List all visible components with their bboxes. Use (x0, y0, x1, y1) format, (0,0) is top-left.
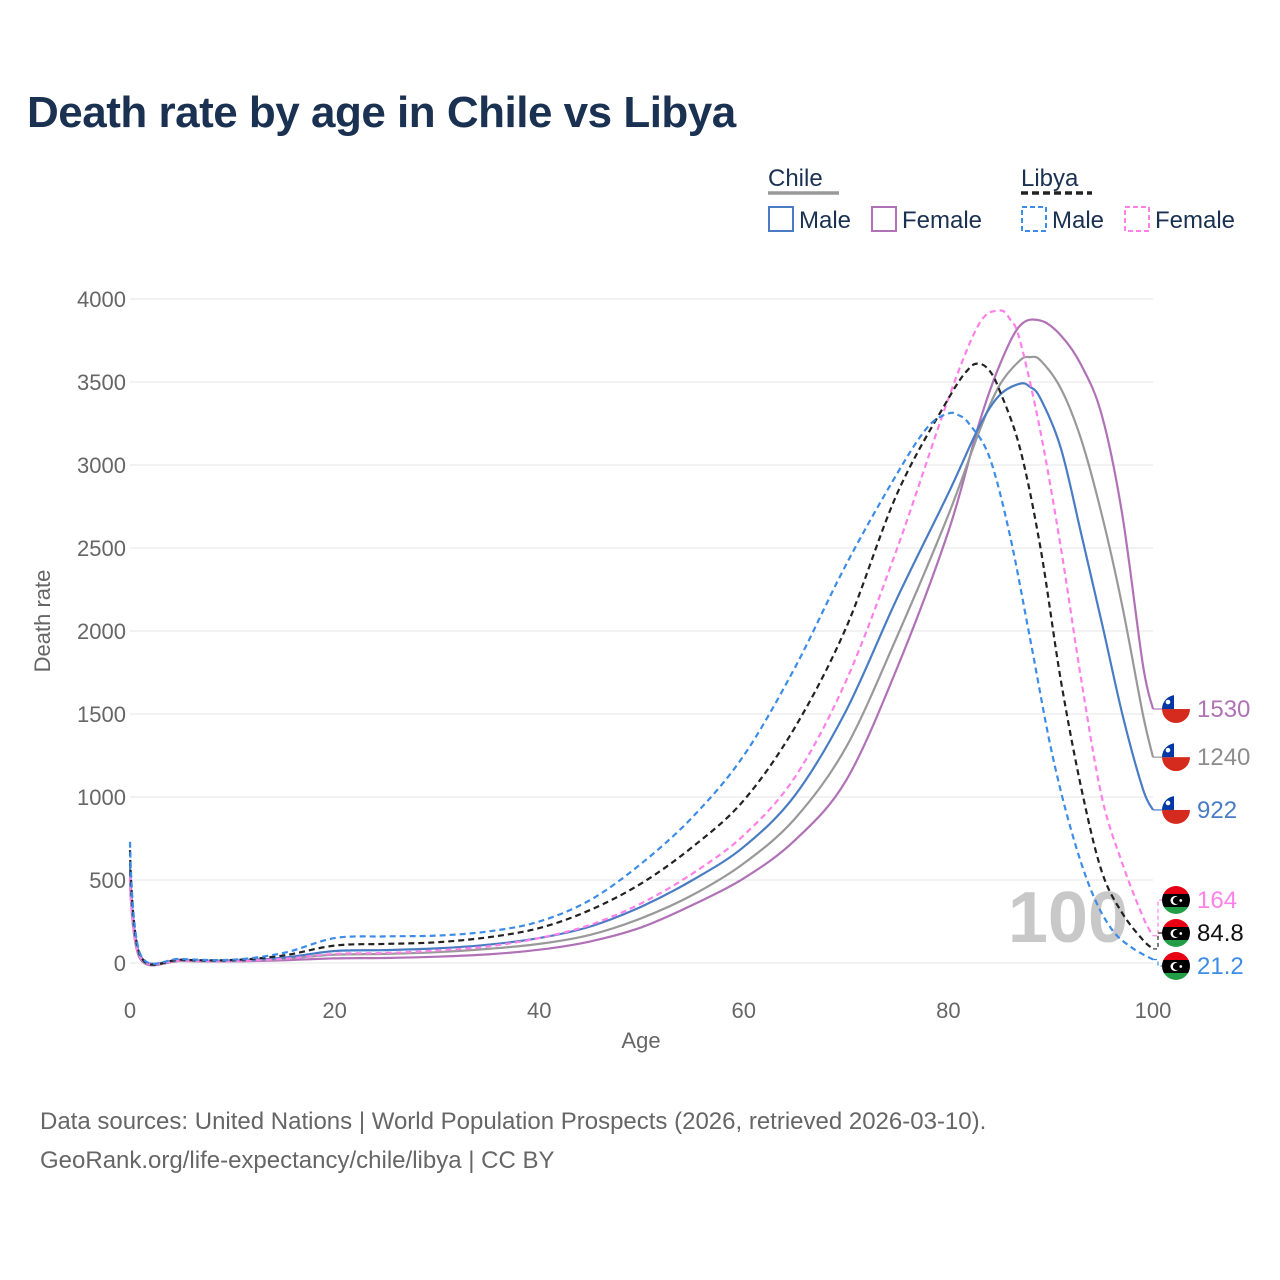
series-line-libya-female (128, 309, 1154, 966)
y-tick-label: 500 (89, 868, 126, 893)
x-tick-label: 0 (124, 998, 136, 1023)
x-axis-label: Age (621, 1028, 660, 1053)
end-value-label: 1240 (1197, 744, 1250, 771)
end-value-label: 922 (1197, 797, 1237, 824)
end-label-connector (1153, 899, 1162, 937)
end-label-connector (1153, 958, 1162, 967)
watermark-year: 100 (1008, 878, 1128, 958)
legend-item-label[interactable]: Male (799, 207, 851, 234)
y-tick-label: 1000 (77, 785, 126, 810)
end-labels: 1530 1240 922 164 84.8 21.2 (1153, 695, 1250, 980)
y-tick-label: 4000 (77, 287, 126, 312)
series-line-chile-both (128, 355, 1155, 966)
grid-lines (130, 298, 1153, 964)
legend-item-label[interactable]: Female (902, 207, 982, 234)
y-tick-label: 2500 (77, 536, 126, 561)
x-tick-label: 80 (936, 998, 960, 1023)
y-axis-ticks: 0 500 1000 1500 2000 2500 3000 3500 4000 (77, 287, 126, 976)
libya-flag-icon (1162, 919, 1190, 947)
legend-swatch[interactable] (1124, 206, 1150, 232)
x-axis-ticks: 0 20 40 60 80 100 (124, 998, 1171, 1023)
series-line-chile-female (128, 318, 1155, 967)
legend-group-title: Chile (768, 165, 823, 192)
legend: Chile Male Female Libya Male Female (768, 165, 1235, 234)
x-tick-label: 100 (1135, 998, 1172, 1023)
end-label-connector (1153, 932, 1162, 950)
y-tick-label: 1500 (77, 702, 126, 727)
y-axis-label: Death rate (30, 570, 55, 673)
series-line-chile-male (128, 382, 1154, 965)
x-tick-label: 40 (527, 998, 551, 1023)
legend-swatch[interactable] (871, 206, 897, 232)
chile-flag-icon (1162, 695, 1190, 724)
y-tick-label: 2000 (77, 619, 126, 644)
chile-flag-icon (1162, 743, 1190, 772)
y-tick-label: 0 (114, 951, 126, 976)
legend-item-label[interactable]: Female (1155, 207, 1235, 234)
libya-flag-icon (1162, 886, 1190, 914)
series-line-libya-male (128, 411, 1154, 965)
series-lines (128, 309, 1155, 967)
source-line-2[interactable]: GeoRank.org/life-expectancy/chile/libya … (40, 1147, 555, 1174)
end-value-label: 164 (1197, 887, 1237, 914)
legend-item-label[interactable]: Male (1052, 207, 1104, 234)
legend-swatch[interactable] (1021, 206, 1047, 232)
end-value-label: 84.8 (1197, 920, 1244, 947)
legend-swatch[interactable] (768, 206, 794, 232)
chile-flag-icon (1162, 795, 1190, 824)
end-value-label: 1530 (1197, 696, 1250, 723)
source-line-1: Data sources: United Nations | World Pop… (40, 1108, 987, 1135)
series-line-libya-both (128, 362, 1154, 966)
legend-group-title: Libya (1021, 165, 1079, 192)
y-tick-label: 3000 (77, 453, 126, 478)
x-tick-label: 20 (322, 998, 346, 1023)
x-tick-label: 60 (732, 998, 756, 1023)
libya-flag-icon (1162, 952, 1190, 980)
chart-title: Death rate by age in Chile vs Libya (27, 88, 736, 137)
end-value-label: 21.2 (1197, 953, 1244, 980)
y-tick-label: 3500 (77, 370, 126, 395)
